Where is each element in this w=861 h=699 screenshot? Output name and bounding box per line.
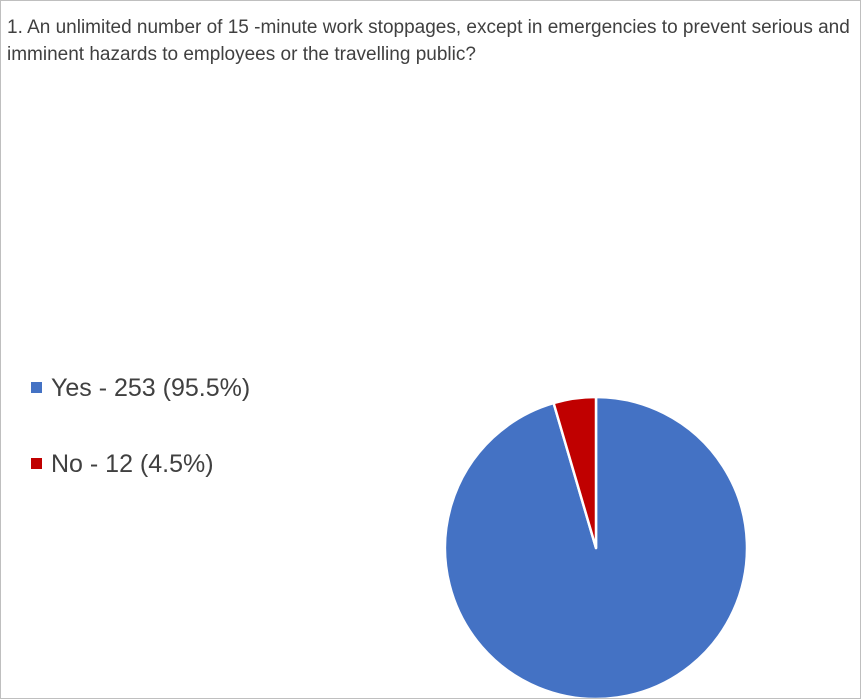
legend-swatch-yes [31, 382, 42, 393]
legend-swatch-no [31, 458, 42, 469]
legend-label-yes: Yes - 253 (95.5%) [51, 374, 251, 402]
chart-title: 1. An unlimited number of 15 -minute wor… [7, 17, 850, 65]
legend-label-no: No - 12 (4.5%) [51, 450, 214, 478]
pie-slice-yes [443, 395, 749, 698]
pie-slice-no [552, 395, 598, 550]
